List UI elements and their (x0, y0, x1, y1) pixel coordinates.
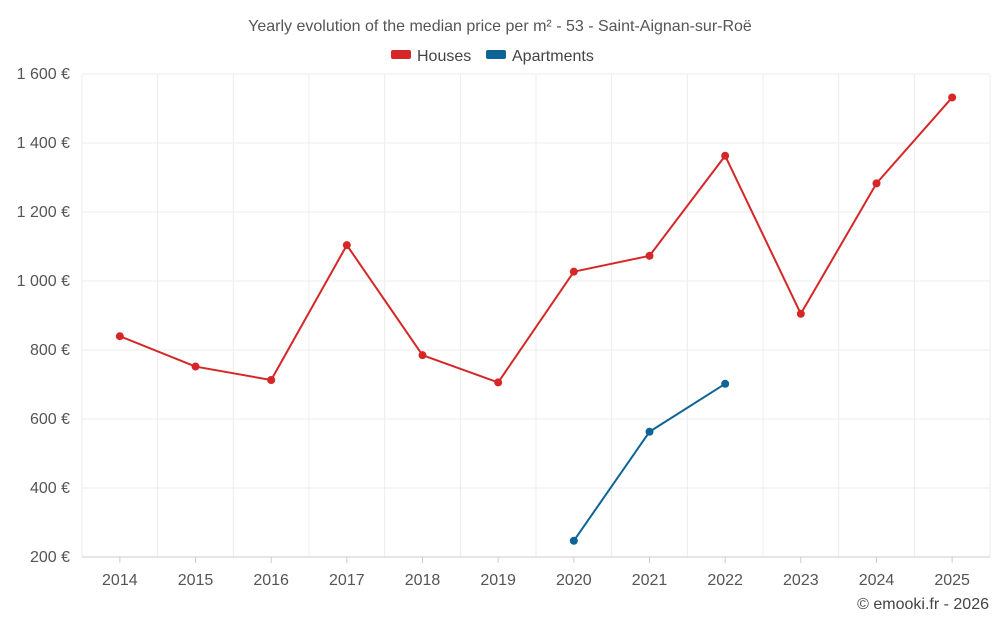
y-tick-label: 800 € (30, 342, 70, 359)
x-tick-label: 2022 (707, 572, 743, 589)
data-point-houses[interactable] (342, 241, 351, 250)
x-tick-label: 2020 (556, 572, 592, 589)
legend-item-houses[interactable]: Houses (391, 48, 471, 65)
data-point-houses[interactable] (191, 362, 200, 371)
x-tick-label: 2018 (405, 572, 441, 589)
x-tick-label: 2016 (253, 572, 289, 589)
series-line-apartments (573, 382, 726, 542)
y-tick-label: 200 € (30, 549, 70, 566)
axes: 200 € 400 € 600 € 800 € 1 000 € 1 200 € 1 400 … (17, 66, 990, 589)
gridlines (81, 73, 991, 557)
x-tick-label: 2014 (102, 572, 138, 589)
data-point-apartments[interactable] (569, 536, 578, 545)
data-point-houses[interactable] (267, 376, 276, 385)
x-tick-label: 2023 (783, 572, 819, 589)
data-point-houses[interactable] (948, 93, 957, 102)
legend[interactable]: Houses Apartments (391, 48, 594, 65)
data-point-houses[interactable] (721, 151, 730, 160)
x-tick-label: 2024 (859, 572, 895, 589)
data-point-houses[interactable] (872, 179, 881, 188)
x-tick-label: 2025 (934, 572, 970, 589)
x-tick-label: 2019 (480, 572, 516, 589)
data-point-houses[interactable] (645, 251, 654, 260)
data-point-houses[interactable] (796, 309, 805, 318)
data-point-apartments[interactable] (721, 379, 730, 388)
x-tick-label: 2015 (178, 572, 214, 589)
credit-text: © emooki.fr - 2026 (857, 596, 989, 613)
series-houses (115, 93, 957, 387)
legend-swatch-apartments (486, 50, 506, 59)
legend-label-houses: Houses (417, 48, 471, 65)
data-point-houses[interactable] (115, 332, 124, 341)
data-point-houses[interactable] (494, 378, 503, 387)
y-tick-label: 400 € (30, 480, 70, 497)
series-apartments (569, 379, 730, 545)
series-line-houses (119, 96, 953, 384)
legend-item-apartments[interactable]: Apartments (486, 48, 594, 65)
y-tick-label: 1 600 € (17, 66, 70, 83)
x-tick-label: 2017 (329, 572, 365, 589)
data-point-houses[interactable] (569, 267, 578, 276)
chart-title: Yearly evolution of the median price per… (248, 18, 752, 35)
y-tick-label: 1 000 € (17, 273, 70, 290)
y-tick-label: 1 200 € (17, 204, 70, 221)
data-point-apartments[interactable] (645, 427, 654, 436)
y-tick-label: 1 400 € (17, 135, 70, 152)
series (115, 93, 957, 545)
legend-swatch-houses (391, 50, 411, 59)
legend-label-apartments: Apartments (512, 48, 594, 65)
y-tick-label: 600 € (30, 411, 70, 428)
x-tick-label: 2021 (632, 572, 668, 589)
data-point-houses[interactable] (418, 351, 427, 360)
